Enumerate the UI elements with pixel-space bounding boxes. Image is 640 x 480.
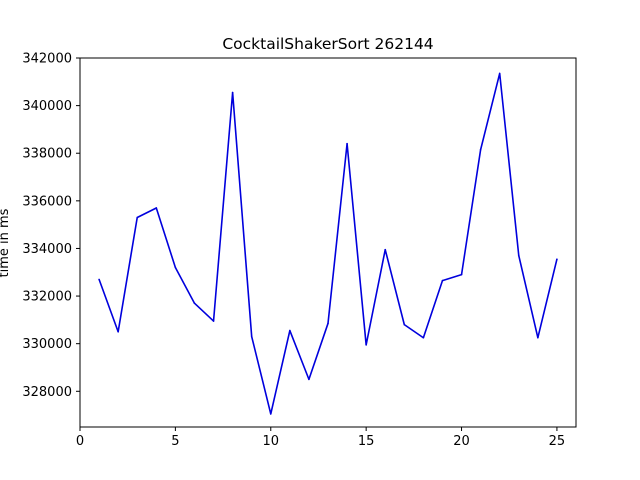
y-tick-label: 332000 xyxy=(22,290,72,305)
data-point xyxy=(193,302,196,305)
data-point xyxy=(441,279,444,282)
x-tick-label: 15 xyxy=(358,434,375,449)
y-tick-label: 342000 xyxy=(22,52,72,67)
y-tick-label: 338000 xyxy=(22,147,72,162)
x-tick-label: 10 xyxy=(262,434,279,449)
x-tick-label: 0 xyxy=(76,434,84,449)
data-point xyxy=(136,216,139,219)
data-point xyxy=(269,413,272,415)
y-tick-label: 330000 xyxy=(22,337,72,352)
data-point xyxy=(384,248,387,251)
data-point xyxy=(460,273,463,276)
data-point xyxy=(155,207,158,209)
y-tick-label: 328000 xyxy=(22,385,72,400)
data-point xyxy=(117,330,119,333)
data-point xyxy=(537,336,539,339)
data-point xyxy=(98,278,100,281)
data-point xyxy=(212,320,215,322)
y-tick-label: 340000 xyxy=(22,99,72,114)
data-point xyxy=(231,91,234,94)
data-point xyxy=(422,336,425,339)
y-axis-label: time in ms xyxy=(0,208,12,277)
data-point xyxy=(365,344,367,346)
x-tick-label: 25 xyxy=(549,434,566,449)
data-point xyxy=(498,72,501,75)
data-point xyxy=(308,378,310,381)
x-tick-label: 5 xyxy=(171,434,179,449)
chart-title: CocktailShakerSort 262144 xyxy=(222,35,433,53)
data-point xyxy=(174,266,177,269)
data-point xyxy=(289,329,291,332)
plot-frame xyxy=(79,57,577,428)
x-tick-label: 20 xyxy=(453,434,470,449)
data-point xyxy=(346,142,348,145)
plot-area: 0 5 10 15 20 25 328000 330000 332000 334000 336000… xyxy=(22,52,565,450)
data-point xyxy=(403,323,406,326)
data-point xyxy=(327,322,329,325)
data-point xyxy=(556,258,558,260)
data-point xyxy=(250,335,253,338)
y-tick-label: 336000 xyxy=(22,194,72,209)
data-point xyxy=(479,148,482,151)
y-tick-label: 334000 xyxy=(22,242,72,257)
data-point xyxy=(517,254,520,257)
